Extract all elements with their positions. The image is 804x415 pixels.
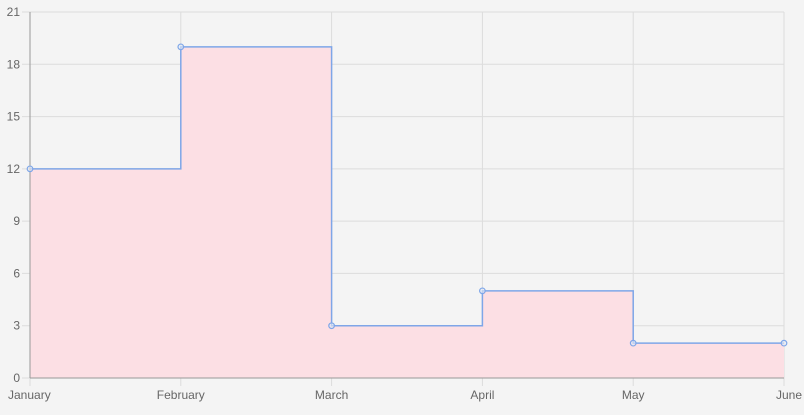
y-tick-label: 3 — [13, 319, 20, 333]
y-tick-label: 18 — [7, 57, 21, 71]
y-tick-label: 21 — [7, 5, 21, 19]
x-tick-labels: January February March April May June — [8, 388, 802, 402]
y-tick-labels: 0 3 6 9 12 15 18 21 — [7, 5, 21, 385]
x-tick-label: February — [157, 388, 205, 402]
data-point — [780, 339, 788, 347]
y-tick-label: 12 — [7, 162, 21, 176]
y-tick-label: 0 — [13, 371, 20, 385]
data-point — [177, 43, 185, 51]
area-fill — [30, 46, 784, 378]
data-points — [26, 43, 788, 347]
x-tick-label: March — [315, 388, 348, 402]
x-tick-label: January — [8, 388, 51, 402]
y-tick-label: 6 — [13, 266, 20, 280]
axes — [29, 12, 784, 379]
y-tick-label: 15 — [7, 110, 21, 124]
series-step-line — [30, 46, 784, 344]
data-point — [26, 165, 34, 173]
data-point — [479, 287, 486, 295]
x-tick-label: June — [776, 388, 802, 402]
x-tick-label: May — [622, 388, 645, 402]
series-line — [30, 46, 784, 344]
data-point — [629, 339, 637, 347]
y-tick-label: 9 — [13, 214, 20, 228]
data-point — [328, 322, 336, 330]
x-tick-label: April — [470, 388, 494, 402]
series-area — [30, 46, 784, 378]
